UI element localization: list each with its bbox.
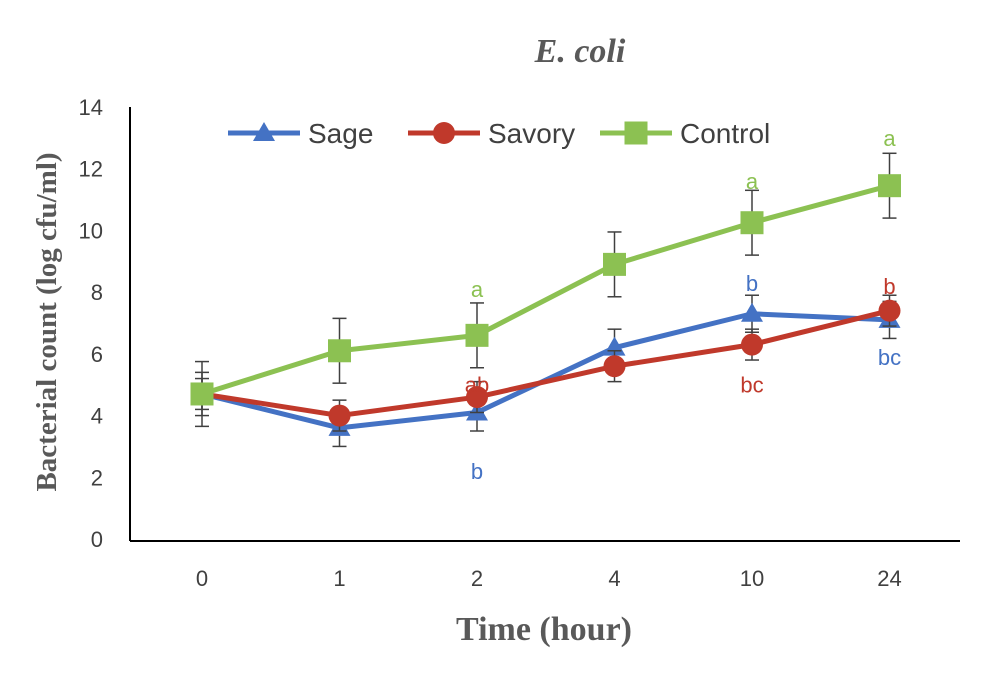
significance-letter: a [883, 126, 896, 151]
legend-marker [253, 122, 275, 141]
legend-item-control: Control [600, 118, 770, 149]
x-tick-labels: 0 1 2 4 10 24 [196, 566, 902, 591]
data-point [741, 302, 763, 322]
data-point [465, 323, 489, 347]
legend-marker [624, 121, 648, 145]
legend-item-savory: Savory [408, 118, 575, 149]
series-line [201, 183, 891, 397]
legend-label: Control [680, 118, 770, 149]
significance-letter: b [883, 274, 895, 299]
y-tick-label: 8 [91, 280, 103, 305]
series-control [190, 152, 901, 428]
data-point [328, 404, 351, 427]
data-point [878, 174, 901, 198]
y-tick-label: 2 [91, 465, 103, 490]
legend-label: Savory [488, 118, 575, 149]
series-line [201, 308, 891, 419]
y-tick-label: 14 [79, 95, 103, 120]
data-point [740, 211, 764, 235]
x-tick-label: 24 [877, 566, 901, 591]
legend-item-sage: Sage [228, 118, 373, 149]
significance-letter: a [471, 277, 484, 302]
legend-label: Sage [308, 118, 373, 149]
plot-area [190, 152, 901, 448]
x-tick-label: 2 [471, 566, 483, 591]
chart-title: E. coli [534, 33, 626, 70]
y-tick-label: 6 [91, 342, 103, 367]
x-tick-label: 10 [740, 566, 764, 591]
data-point [603, 355, 626, 378]
significance-letter: a [746, 169, 759, 194]
data-point [741, 333, 763, 356]
data-point [878, 299, 901, 322]
significance-letter: ab [465, 373, 489, 398]
y-tick-label: 10 [79, 218, 103, 243]
significance-letter: bc [878, 345, 901, 370]
x-tick-label: 1 [333, 566, 345, 591]
legend-marker [433, 122, 455, 144]
y-axis-title: Bacterial count (log cfu/ml) [31, 152, 63, 491]
series-sage [191, 294, 901, 448]
y-tick-label: 12 [79, 157, 103, 182]
x-tick-label: 4 [608, 566, 620, 591]
significance-letter: b [746, 271, 758, 296]
data-point [466, 386, 488, 409]
legend: Sage Savory Control [228, 118, 770, 149]
data-point [603, 252, 626, 276]
y-tick-label: 4 [91, 404, 103, 429]
significance-letter: bc [740, 373, 763, 398]
data-point [328, 339, 351, 363]
x-tick-label: 0 [196, 566, 208, 591]
x-axis-title: Time (hour) [456, 611, 632, 648]
y-tick-labels: 0 2 4 6 8 10 12 14 [79, 95, 103, 552]
significance-letter: b [471, 459, 483, 484]
y-tick-label: 0 [91, 527, 103, 552]
data-point [190, 382, 214, 406]
